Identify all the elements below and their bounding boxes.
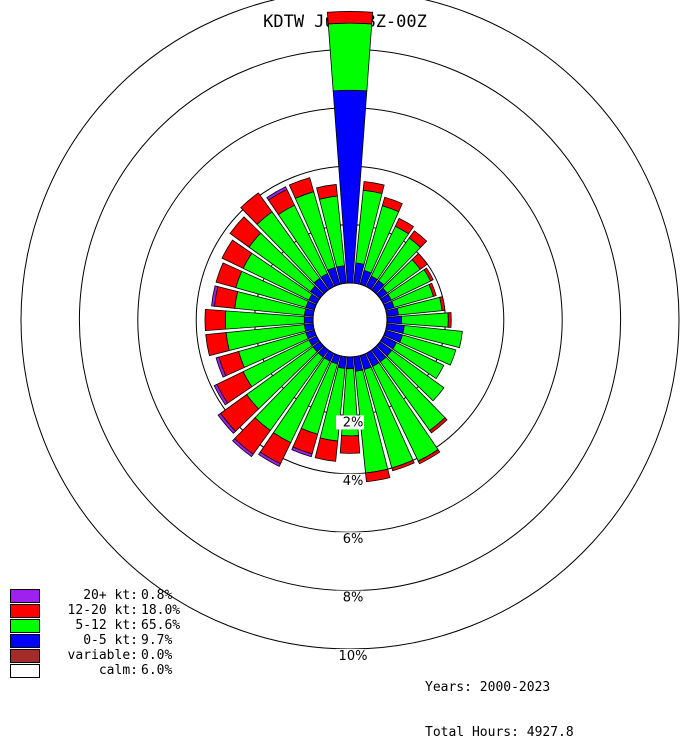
ring-label-bg — [336, 473, 364, 488]
bar-segment-0-12-20-kt — [326, 11, 374, 25]
legend-swatch — [10, 589, 40, 603]
legend-value: 18.0% — [141, 603, 181, 618]
bar-segment-250-20-kt — [215, 356, 227, 378]
bar-segment-340-12-20-kt — [288, 177, 315, 199]
bar-segment-270-12-20-kt — [204, 308, 227, 332]
ring-label-bg — [336, 590, 364, 605]
legend-swatch — [10, 664, 40, 678]
calm-circle — [312, 282, 388, 358]
bar-segment-180-12-20-kt — [339, 435, 361, 454]
legend-swatch — [10, 619, 40, 633]
bar-segment-70-12-20-kt — [428, 282, 437, 297]
bar-segment-60-12-20-kt — [423, 267, 434, 282]
legend-swatch — [10, 649, 40, 663]
bar-segment-90-5-12-kt — [401, 312, 449, 328]
bar-segment-290-12-20-kt — [215, 262, 243, 289]
ring-label-bg — [336, 649, 364, 663]
bar-segment-260-0-5-kt — [304, 323, 315, 332]
bar-segment-150-12-20-kt — [417, 449, 441, 465]
bar-segment-170-12-20-kt — [365, 468, 391, 483]
legend-label: 5-12 kt: — [75, 618, 138, 633]
bar-segment-280-12-20-kt — [213, 286, 239, 309]
legend-value: 0.8% — [141, 588, 173, 603]
legend-swatch — [10, 634, 40, 648]
ring-label: 10% — [339, 649, 368, 664]
bar-segment-160-12-20-kt — [391, 459, 415, 472]
bar-segment-280-20-kt — [211, 285, 219, 307]
bar-segment-270-0-5-kt — [303, 316, 314, 324]
bar-segment-80-12-20-kt — [439, 296, 446, 312]
bar-segment-30-12-20-kt — [394, 217, 415, 235]
bar-segment-10-12-20-kt — [362, 181, 385, 195]
bar-segment-280-0-5-kt — [304, 308, 315, 317]
ring-label: 2% — [343, 415, 364, 430]
bar-segment-230-20-kt — [217, 412, 237, 434]
bar-segment-190-12-20-kt — [314, 437, 339, 462]
bar-segment-300-12-20-kt — [221, 239, 253, 269]
bar-segment-20-12-20-kt — [381, 196, 403, 213]
legend-label: 20+ kt: — [83, 588, 138, 603]
ring-labels: 2% 4% 6% 8% 10% — [336, 415, 367, 664]
legend-label: 12-20 kt: — [67, 603, 138, 618]
bar-segment-330-20-kt — [266, 186, 288, 201]
legend-value: 65.6% — [141, 618, 181, 633]
ring-label: 8% — [343, 591, 364, 606]
legend-label: variable: — [67, 648, 138, 663]
bar-segment-140-12-20-kt — [429, 417, 448, 434]
bar-segment-0-5-12-kt — [327, 22, 373, 92]
legend-label: calm: — [98, 663, 138, 678]
bar-segment-90-0-5-kt — [386, 315, 402, 325]
bar-segment-200-20-kt — [291, 446, 313, 458]
ring-label: 6% — [343, 532, 364, 547]
bar-segment-180-0-5-kt — [346, 356, 354, 370]
ring-label: 4% — [343, 474, 364, 489]
bar-segment-50-12-20-kt — [411, 252, 428, 270]
bar-segment-100-5-12-kt — [402, 325, 463, 349]
ring-label-bg — [336, 415, 364, 430]
bar-segment-310-12-20-kt — [229, 216, 262, 248]
bar-segment-130-5-12-kt — [386, 349, 445, 402]
bar-segment-350-12-20-kt — [316, 183, 338, 200]
legend-value: 0.0% — [141, 648, 173, 663]
total-hours-text: Total Hours: 4927.8 — [425, 725, 574, 740]
wind-rose-chart: KDTW Jul 18Z-00Z 2%4%6%8%10% — [20, 0, 680, 664]
bar-segment-90-12-20-kt — [447, 312, 452, 328]
legend-value: 6.0% — [141, 663, 173, 678]
bar-segment-220-20-kt — [232, 438, 254, 458]
bar-segment-40-12-20-kt — [408, 230, 428, 248]
bar-segment-240-20-kt — [213, 383, 229, 406]
bar-segment-320-12-20-kt — [240, 192, 273, 225]
bar-segment-110-5-12-kt — [399, 334, 457, 366]
bar-segment-210-20-kt — [258, 451, 282, 467]
direction-bars — [204, 11, 463, 483]
years-text: Years: 2000-2023 — [425, 680, 551, 695]
legend-swatch — [10, 604, 40, 618]
legend-label: 0-5 kt: — [83, 633, 138, 648]
footer-info: Years: 2000-2023 Total Hours: 4927.8 — [425, 650, 574, 755]
bar-segment-120-5-12-kt — [392, 341, 445, 380]
ring-label-bg — [336, 532, 364, 547]
bar-segment-260-12-20-kt — [205, 332, 230, 357]
legend-value: 9.7% — [141, 633, 173, 648]
